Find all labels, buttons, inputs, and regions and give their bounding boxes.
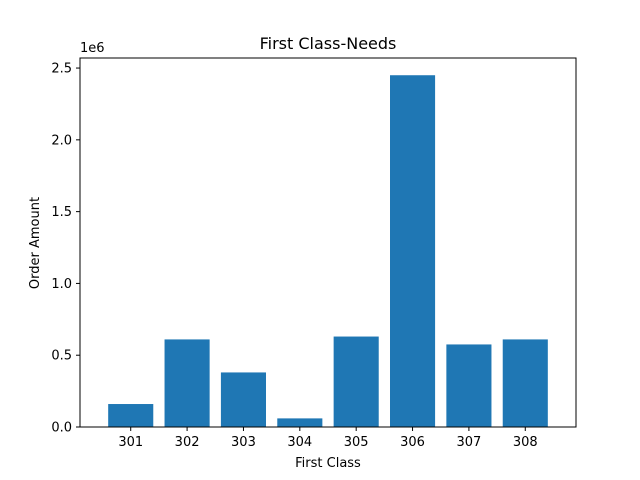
y-tick-label: 0.5 [51,349,72,364]
bar-305 [333,336,379,427]
x-tick-label-301: 301 [118,435,143,450]
y-tick-label: 2.0 [51,133,72,148]
x-tick-label-303: 303 [231,435,256,450]
bar-307 [446,344,492,427]
y-tick-label: 1.0 [51,277,72,292]
x-tick-label-304: 304 [287,435,312,450]
bar-301 [108,404,154,427]
x-axis-label: First Class [295,456,361,471]
x-axis-ticks: 301 302 303 304 305 306 307 308 [118,427,538,450]
x-tick-label-307: 307 [456,435,481,450]
plot-frame [79,57,577,428]
y-axis-ticks: 0.0 0.5 1.0 1.5 2.0 2.5 [51,62,80,436]
x-tick-label-305: 305 [344,435,369,450]
x-tick-label-306: 306 [400,435,425,450]
y-multiplier-label: 1e6 [80,41,105,56]
x-tick-label-308: 308 [513,435,538,450]
y-tick-label: 2.5 [51,62,72,77]
bar-303 [220,372,266,427]
bars-group [108,75,548,428]
bar-308 [502,339,548,427]
x-tick-label-302: 302 [175,435,200,450]
y-tick-label: 0.0 [51,421,72,436]
y-tick-label: 1.5 [51,205,72,220]
chart-title: First Class-Needs [260,34,397,53]
bar-304 [277,418,323,427]
bar-302 [164,339,210,427]
y-axis-label: Order Amount [28,197,43,289]
bar-306 [390,75,436,428]
